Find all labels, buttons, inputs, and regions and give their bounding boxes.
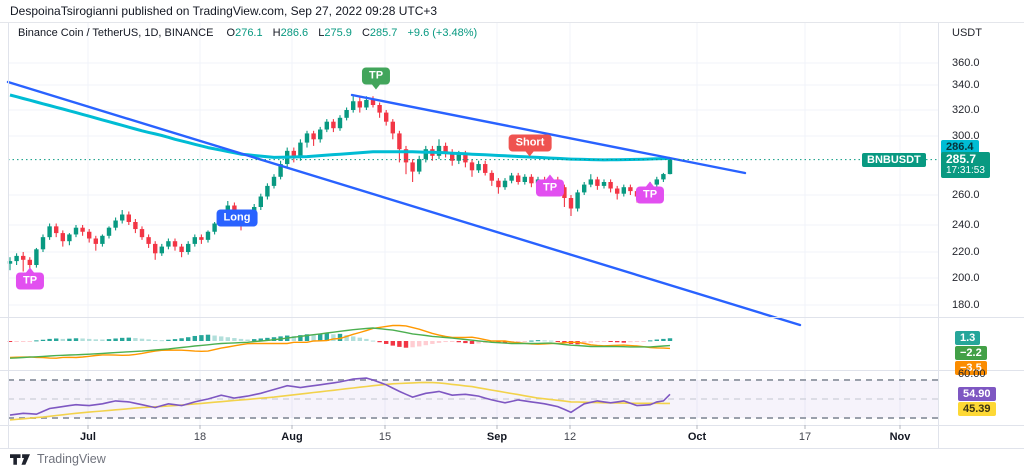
- time-axis-label: 17: [798, 431, 812, 443]
- annotation-pointer: [546, 174, 554, 180]
- annotation-tp-label[interactable]: TP: [635, 181, 665, 204]
- rsi-lines: [9, 377, 671, 421]
- annotation-pointer: [372, 84, 380, 90]
- tradingview-logo-icon: [10, 453, 30, 465]
- price-axis-label: 200.0: [952, 272, 980, 284]
- candlestick-series: [7, 96, 673, 275]
- publisher-bar: DespoinaTsirogianni published on Trading…: [0, 0, 1024, 23]
- moving-average-line: [9, 93, 671, 162]
- chart-legend: Binance Coin / TetherUS, 1D, BINANCE O27…: [18, 27, 477, 39]
- macd-lines: [9, 324, 671, 359]
- rsi-axis-label: 60.00: [958, 368, 986, 380]
- rsi-value-badge: 54.90: [958, 387, 996, 401]
- ma-value-badge: 286.4: [941, 140, 979, 154]
- low-value: 275.9: [324, 27, 352, 39]
- countdown-timer: 17:31:53: [946, 165, 985, 176]
- time-axis-label: Sep: [486, 431, 508, 443]
- annotation-tp-label[interactable]: TP: [361, 67, 391, 90]
- close-label: C: [361, 27, 370, 39]
- annotation-tp-label[interactable]: TP: [15, 267, 45, 290]
- price-axis-label: 240.0: [952, 219, 980, 231]
- rsi-pane: [8, 379, 938, 419]
- price-axis-label: 300.0: [952, 130, 980, 142]
- price-axis-currency: USDT: [952, 27, 982, 39]
- time-axis-label: Oct: [687, 431, 707, 443]
- change-value: +9.6 (+3.48%): [407, 27, 478, 39]
- price-axis-label: 320.0: [952, 104, 980, 116]
- open-label: O: [226, 27, 236, 39]
- price-axis-label: 180.0: [952, 299, 980, 311]
- annotation-short-label[interactable]: Short: [508, 134, 552, 157]
- pane-frame: [0, 21, 1024, 449]
- time-axis-label: 15: [378, 431, 392, 443]
- current-price-badge: 285.7 17:31:53: [941, 152, 990, 178]
- price-axis-label: 260.0: [952, 189, 980, 201]
- annotation-pointer: [26, 267, 34, 273]
- low-label: L: [318, 27, 325, 39]
- annotation-tp-label[interactable]: TP: [535, 174, 565, 197]
- price-axis-label: 360.0: [952, 57, 980, 69]
- close-value: 285.7: [369, 27, 398, 39]
- time-axis-label: 18: [193, 431, 207, 443]
- macd-value-badge: 1.3: [955, 331, 981, 345]
- price-axis-label: 340.0: [952, 79, 980, 91]
- time-axis-label: 12: [563, 431, 577, 443]
- high-label: H: [272, 27, 281, 39]
- brand-name: TradingView: [37, 452, 106, 466]
- time-axis-label: Jul: [80, 431, 96, 443]
- macd-value-badge: −3.5: [955, 361, 987, 375]
- macd-value-badge: −2.2: [955, 346, 987, 360]
- annotation-pointer: [646, 181, 654, 187]
- tradingview-attribution[interactable]: TradingView: [10, 452, 106, 466]
- symbol-title[interactable]: Binance Coin / TetherUS, 1D, BINANCE: [18, 27, 214, 39]
- open-value: 276.1: [235, 27, 263, 39]
- price-axis-label: 220.0: [952, 246, 980, 258]
- publisher-text: DespoinaTsirogianni published on Trading…: [10, 4, 438, 18]
- high-value: 286.6: [280, 27, 309, 39]
- trendlines: [6, 80, 802, 327]
- time-axis-label: Nov: [889, 431, 911, 443]
- rsi-value-badge: 45.39: [958, 402, 996, 416]
- annotation-pointer: [525, 151, 534, 157]
- time-axis-label: Aug: [281, 431, 303, 443]
- annotation-long-label[interactable]: Long: [216, 209, 258, 227]
- symbol-price-label: BNBUSDT: [862, 153, 926, 167]
